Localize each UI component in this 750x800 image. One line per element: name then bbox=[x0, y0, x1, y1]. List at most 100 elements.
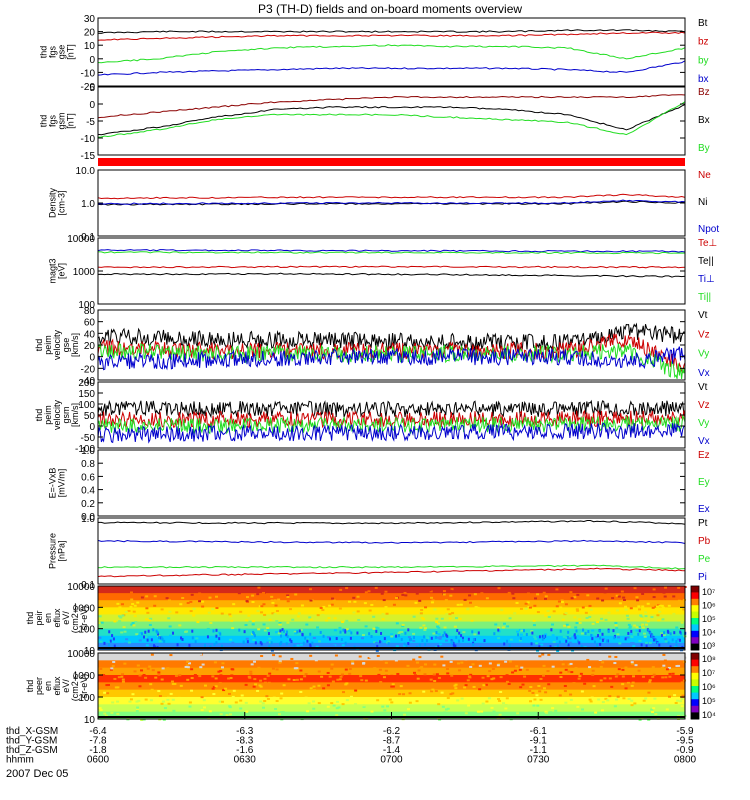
spectrogram-cell bbox=[137, 699, 141, 702]
spectrogram-cell bbox=[648, 679, 652, 682]
spectrogram-cell bbox=[449, 660, 453, 663]
spectrogram-cell bbox=[259, 589, 263, 592]
colorbar-tick-label: 10⁷ bbox=[702, 587, 715, 597]
spectrogram-cell bbox=[442, 593, 446, 596]
spectrogram-cell bbox=[113, 620, 117, 623]
spectrogram-cell bbox=[395, 645, 399, 648]
spectrogram-cell bbox=[124, 611, 128, 614]
spectrogram-cell bbox=[322, 634, 325, 638]
spectrogram-cell bbox=[145, 595, 149, 598]
spectrogram-cell bbox=[282, 634, 286, 637]
spectrogram-cell bbox=[429, 590, 433, 593]
y-axis-label: eflux bbox=[52, 608, 62, 628]
spectrogram-cell bbox=[519, 633, 523, 636]
spectrogram-cell bbox=[281, 628, 284, 632]
spectrogram-cell bbox=[272, 704, 276, 707]
spectrogram-cell bbox=[268, 637, 272, 640]
spectrogram-cell bbox=[461, 636, 464, 640]
spectrogram-cell bbox=[332, 704, 336, 707]
spectrogram-cell bbox=[227, 692, 231, 695]
spectrogram-cell bbox=[567, 630, 570, 634]
spectrogram-cell bbox=[420, 616, 424, 619]
spectrogram-cell bbox=[615, 627, 619, 630]
spectrogram-cell bbox=[278, 622, 282, 625]
spectrogram-cell bbox=[544, 691, 548, 694]
spectrogram-cell bbox=[244, 683, 248, 686]
spectrogram-cell bbox=[650, 634, 653, 638]
spectrogram-cell bbox=[167, 702, 171, 705]
spectrogram-cell bbox=[174, 674, 178, 677]
series-line-bz bbox=[97, 31, 686, 41]
y-tick-label: 100 bbox=[78, 693, 95, 704]
spectrogram-cell bbox=[319, 630, 322, 634]
spectrogram-cell bbox=[295, 678, 299, 681]
spectrogram-cell bbox=[604, 618, 608, 621]
spectrogram-cell bbox=[121, 673, 125, 676]
spectrogram-cell bbox=[397, 634, 400, 638]
spectrogram-cell bbox=[616, 633, 620, 636]
spectrogram-cell bbox=[102, 674, 106, 677]
spectrogram-cell bbox=[591, 673, 595, 676]
spectrogram-cell bbox=[654, 605, 658, 608]
spectrogram-cell bbox=[466, 679, 470, 682]
spectrogram-cell bbox=[295, 667, 299, 670]
spectrogram-cell bbox=[650, 708, 654, 711]
spectrogram-cell bbox=[353, 600, 357, 603]
spectrogram-cell bbox=[218, 637, 221, 641]
spectrogram-cell bbox=[439, 643, 443, 646]
spectrogram-cell bbox=[420, 666, 424, 669]
spectrogram-cell bbox=[588, 713, 592, 716]
series-line-By bbox=[97, 101, 686, 138]
spectrogram-cell bbox=[627, 623, 631, 626]
spectrogram-cell bbox=[98, 707, 102, 710]
spectrogram-cell bbox=[644, 641, 648, 644]
spectrogram-cell bbox=[416, 677, 420, 680]
spectrogram-cell bbox=[569, 698, 573, 701]
y-axis-label: eV/ bbox=[61, 611, 71, 625]
spectrogram-cell bbox=[119, 616, 123, 619]
spectrogram-cell bbox=[259, 679, 263, 682]
spectrogram-cell bbox=[384, 674, 388, 677]
spectrogram-cell bbox=[339, 675, 343, 678]
spectrogram-cell bbox=[354, 703, 358, 706]
spectrogram-cell bbox=[316, 626, 320, 629]
spectrogram-cell bbox=[192, 628, 196, 631]
y-axis-label: (cm2-s- bbox=[70, 603, 80, 634]
panel-frame bbox=[97, 17, 686, 87]
spectrogram-cell bbox=[105, 684, 109, 687]
spectrogram-cell bbox=[651, 675, 655, 678]
series-line-Ti⊥ bbox=[97, 249, 686, 253]
spectrogram-cell bbox=[286, 634, 289, 638]
spectrogram-cell bbox=[588, 604, 592, 607]
spectrogram-cell bbox=[663, 631, 666, 635]
spectrogram-cell bbox=[644, 588, 648, 591]
spectrogram-cell bbox=[560, 658, 564, 661]
spectrogram-cell bbox=[400, 631, 404, 634]
spectrogram-cell bbox=[633, 702, 637, 705]
spectrogram-cell bbox=[214, 685, 218, 688]
spectrogram-cell bbox=[103, 641, 106, 645]
spectrogram-cell bbox=[550, 628, 553, 632]
spectrogram-cell bbox=[576, 639, 579, 643]
spectrogram-cell bbox=[212, 693, 216, 696]
spectrogram-cell bbox=[424, 642, 427, 646]
spectrogram-cell bbox=[358, 655, 362, 658]
spectrogram-cell bbox=[152, 628, 155, 632]
spectrogram-cell bbox=[321, 589, 325, 592]
spectrogram-cell bbox=[450, 674, 454, 677]
y-axis-label: magt3 bbox=[48, 258, 58, 283]
series-line-Te|| bbox=[97, 272, 686, 278]
spectrogram-cell bbox=[356, 648, 360, 651]
spectrogram-cell bbox=[273, 614, 277, 617]
spectrogram-cell bbox=[157, 632, 160, 636]
spectrogram-cell bbox=[509, 717, 513, 720]
spectrogram-cell bbox=[271, 667, 275, 670]
spectrogram-cell bbox=[131, 622, 135, 625]
spectrogram-cell bbox=[294, 593, 298, 596]
spectrogram-cell bbox=[675, 639, 678, 643]
spectrogram-cell bbox=[153, 645, 156, 649]
spectrogram-cell bbox=[499, 690, 503, 693]
spectrogram-cell bbox=[188, 705, 192, 708]
spectrogram-cell bbox=[272, 654, 276, 657]
spectrogram-cell bbox=[675, 643, 678, 647]
